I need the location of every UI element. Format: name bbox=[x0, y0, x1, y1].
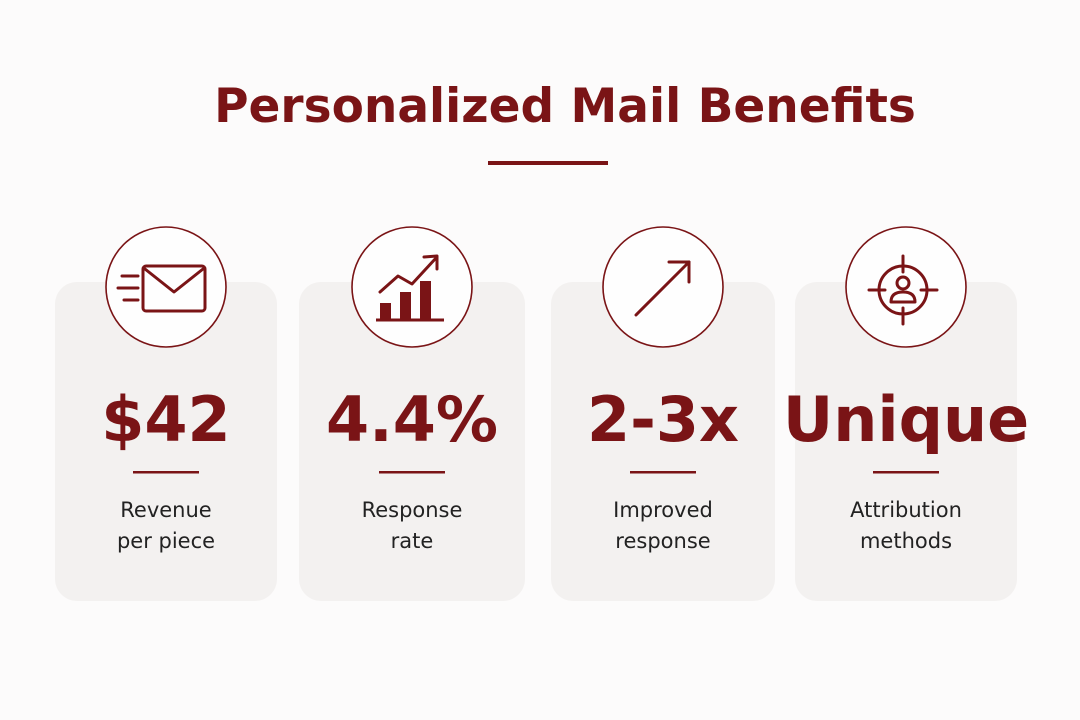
card-value: $42 bbox=[101, 383, 230, 456]
card-divider bbox=[873, 471, 939, 474]
icon-circle bbox=[351, 226, 473, 348]
card bbox=[55, 282, 277, 601]
card-label: Revenue bbox=[120, 498, 211, 522]
icons bbox=[116, 254, 939, 326]
card-label: Response bbox=[362, 498, 463, 522]
card bbox=[795, 282, 1017, 601]
card-divider bbox=[630, 471, 696, 474]
title-underline bbox=[488, 161, 608, 165]
card-label: Improved bbox=[613, 498, 713, 522]
arrow-icon bbox=[634, 260, 691, 317]
mail-icon bbox=[116, 264, 207, 313]
chart-icon bbox=[376, 254, 444, 322]
card-value: Unique bbox=[783, 383, 1029, 456]
card-label: per piece bbox=[117, 529, 215, 553]
card-label: rate bbox=[391, 529, 434, 553]
card bbox=[299, 282, 525, 601]
page-title: Personalized Mail Benefits bbox=[214, 79, 916, 134]
card-value: 2-3x bbox=[587, 383, 739, 456]
target-icon bbox=[867, 254, 939, 326]
card-value: 4.4% bbox=[326, 383, 498, 456]
card-label: methods bbox=[860, 529, 952, 553]
card-divider bbox=[379, 471, 445, 474]
card-label: response bbox=[615, 529, 710, 553]
card-label: Attribution bbox=[850, 498, 962, 522]
card-divider bbox=[133, 471, 199, 474]
card bbox=[551, 282, 775, 601]
